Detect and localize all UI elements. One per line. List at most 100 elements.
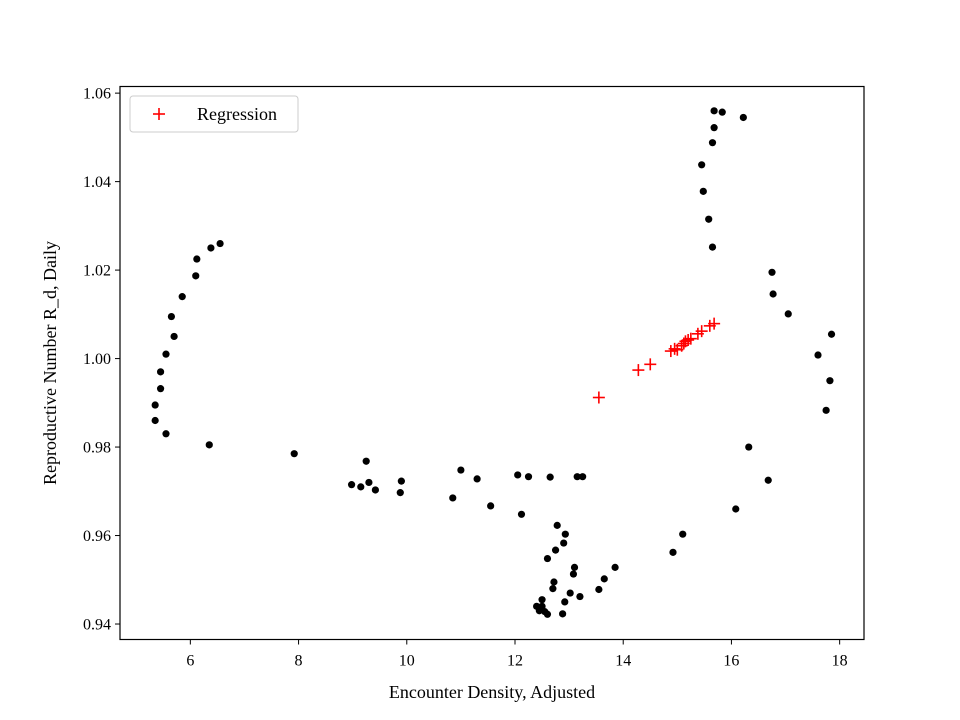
data-point: [162, 430, 170, 438]
data-point: [371, 486, 379, 494]
regression-point: [679, 335, 692, 348]
data-point: [553, 521, 561, 529]
data-point: [543, 610, 552, 618]
data-point: [473, 475, 481, 483]
data-point: [538, 602, 546, 610]
regression-point: [695, 325, 708, 338]
data-point: [546, 473, 554, 481]
data-point: [396, 489, 404, 497]
data-point: [710, 107, 718, 115]
data-point: [826, 377, 834, 385]
data-point: [814, 351, 822, 359]
y-tick-label: 0.98: [83, 440, 111, 457]
data-point: [162, 350, 170, 358]
data-point: [710, 124, 718, 132]
data-point: [827, 330, 836, 338]
data-point: [347, 481, 356, 489]
data-point: [769, 290, 777, 298]
data-point: [739, 113, 747, 122]
data-point: [538, 596, 546, 604]
data-point: [669, 548, 677, 556]
x-axis-ticks: 6 8 10 12 14 16 18: [186, 639, 848, 670]
regression-point: [644, 358, 657, 371]
data-point: [573, 473, 581, 481]
data-point: [566, 589, 574, 597]
data-point: [576, 592, 584, 601]
data-point: [156, 368, 165, 376]
data-point: [449, 494, 457, 502]
data-point: [705, 215, 713, 223]
data-point: [549, 585, 557, 593]
data-point: [764, 476, 772, 484]
data-point: [708, 139, 717, 147]
data-point: [216, 239, 224, 248]
x-tick-label: 6: [186, 653, 194, 670]
points-layer: [151, 107, 836, 618]
regression-point: [682, 333, 695, 346]
legend-box: [129, 95, 299, 133]
x-tick-label: 14: [615, 653, 631, 670]
data-point: [156, 385, 165, 393]
data-point: [561, 530, 569, 538]
data-point: [768, 268, 776, 276]
data-point: [365, 478, 373, 487]
data-point: [551, 546, 560, 554]
data-point: [579, 473, 587, 481]
data-point: [699, 187, 707, 195]
y-tick-label: 1.02: [83, 263, 111, 280]
data-point: [560, 539, 568, 547]
data-point: [362, 457, 370, 465]
data-point: [397, 477, 405, 485]
regression-point: [632, 364, 645, 377]
data-point: [550, 578, 558, 586]
y-tick-label: 1.00: [83, 351, 111, 368]
x-tick-label: 10: [399, 653, 415, 670]
data-point: [698, 161, 706, 169]
data-point: [514, 471, 522, 479]
data-point: [487, 502, 495, 510]
data-point: [561, 598, 569, 606]
data-point: [457, 466, 465, 474]
y-tick-label: 0.94: [83, 617, 111, 634]
x-tick-label: 16: [723, 653, 739, 670]
regression-point: [592, 391, 605, 404]
data-point: [524, 473, 533, 481]
x-tick-label: 8: [295, 653, 303, 670]
data-point: [517, 510, 526, 518]
data-point: [290, 450, 298, 458]
data-point: [600, 575, 608, 583]
legend: Regression: [129, 95, 299, 133]
data-point: [192, 272, 200, 280]
data-point: [167, 312, 176, 321]
y-axis-ticks: 0.94 0.96 0.98 1.00 1.02 1.04 1.06: [83, 86, 120, 634]
regression-point: [708, 317, 721, 330]
x-tick-label: 12: [507, 653, 523, 670]
data-point: [732, 505, 740, 513]
legend-marker-regression: [153, 108, 165, 120]
y-tick-label: 1.06: [83, 86, 111, 103]
data-point: [170, 332, 178, 341]
data-point: [745, 443, 753, 451]
data-point: [151, 401, 159, 409]
regression-point: [668, 342, 681, 355]
data-point: [784, 310, 792, 318]
data-point: [178, 293, 186, 301]
data-point: [611, 563, 619, 571]
data-point: [822, 406, 830, 414]
data-point: [207, 244, 215, 252]
x-tick-label: 18: [832, 653, 848, 670]
y-axis-label: Reproductive Number R_d, Daily: [40, 241, 60, 485]
data-point: [679, 530, 687, 538]
data-point: [595, 585, 603, 594]
y-tick-label: 1.04: [83, 174, 111, 191]
data-point: [569, 570, 578, 578]
x-axis-label: Encounter Density, Adjusted: [389, 682, 595, 702]
data-point: [357, 483, 365, 491]
data-point: [570, 563, 579, 571]
data-point: [151, 416, 159, 425]
plot-frame: [119, 85, 865, 641]
legend-label-regression: Regression: [197, 104, 277, 124]
data-point: [543, 554, 552, 563]
y-tick-label: 0.96: [83, 528, 111, 545]
